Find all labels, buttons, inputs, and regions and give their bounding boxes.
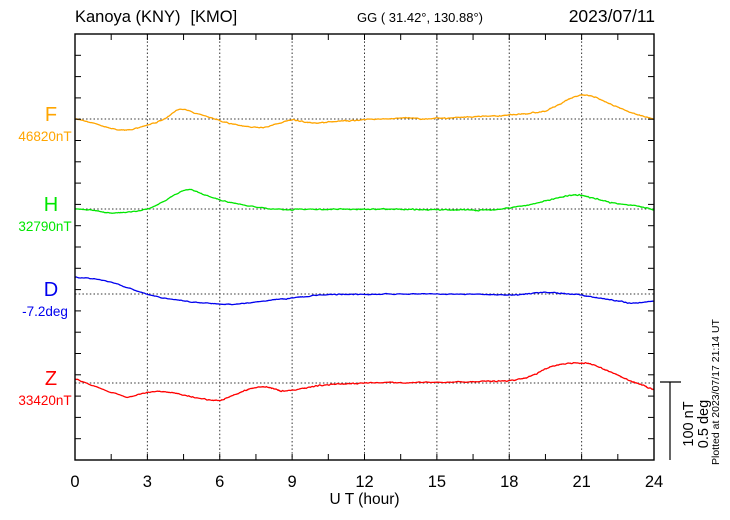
svg-text:9: 9 — [288, 473, 297, 491]
svg-text:2023/07/11: 2023/07/11 — [569, 6, 655, 26]
svg-text:15: 15 — [428, 473, 446, 491]
svg-text:100 nT: 100 nT — [681, 401, 697, 446]
svg-text:Kanoya (KNY)[KMO]: Kanoya (KNY) [KMO] — [75, 8, 237, 26]
svg-text:F: F — [45, 104, 57, 126]
svg-text:GG ( 31.42°, 130.88°): GG ( 31.42°, 130.88°) — [357, 10, 483, 25]
svg-text:Z: Z — [45, 368, 57, 390]
svg-text:3: 3 — [143, 473, 152, 491]
svg-text:0: 0 — [70, 473, 79, 491]
svg-text:Plotted at 2023/07/17 21:14 UT: Plotted at 2023/07/17 21:14 UT — [710, 318, 722, 465]
svg-text:21: 21 — [572, 473, 590, 491]
svg-text:12: 12 — [355, 473, 373, 491]
svg-text:32790nT: 32790nT — [18, 219, 71, 234]
svg-text:H: H — [44, 194, 58, 216]
svg-text:D: D — [44, 279, 58, 301]
svg-text:-7.2deg: -7.2deg — [22, 304, 68, 319]
svg-text:6: 6 — [215, 473, 224, 491]
svg-text:33420nT: 33420nT — [18, 393, 71, 408]
svg-text:46820nT: 46820nT — [18, 129, 71, 144]
svg-text:U T (hour): U T (hour) — [329, 491, 399, 508]
svg-text:18: 18 — [500, 473, 518, 491]
svg-text:24: 24 — [645, 473, 663, 491]
